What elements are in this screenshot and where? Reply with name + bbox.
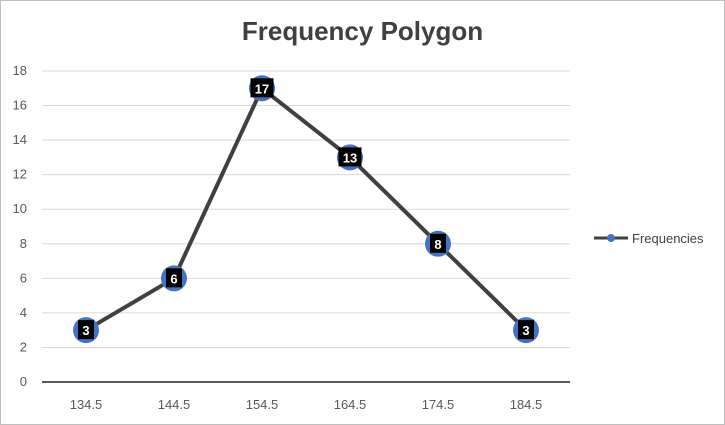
- data-label-box: [78, 320, 94, 340]
- data-label: 17: [255, 81, 269, 96]
- y-tick-label: 0: [20, 374, 27, 389]
- y-tick-label: 14: [13, 132, 27, 147]
- y-tick-label: 18: [13, 63, 27, 78]
- chart-title: Frequency Polygon: [241, 16, 484, 46]
- data-label-box: [518, 320, 534, 340]
- data-label: 6: [170, 271, 177, 286]
- x-tick-label: 164.5: [334, 397, 367, 412]
- data-label: 8: [434, 237, 441, 252]
- data-label: 13: [343, 150, 357, 165]
- data-label-box: [250, 78, 274, 98]
- x-tick-label: 144.5: [158, 397, 191, 412]
- y-tick-label: 10: [13, 201, 27, 216]
- legend-label: Frequencies: [632, 231, 704, 246]
- data-label: 3: [82, 323, 89, 338]
- x-tick-label: 184.5: [510, 397, 543, 412]
- data-label-box: [166, 268, 182, 288]
- data-label-box: [430, 233, 446, 253]
- y-tick-label: 16: [13, 98, 27, 113]
- data-label-box: [338, 147, 362, 167]
- data-label: 3: [522, 323, 529, 338]
- x-tick-label: 154.5: [246, 397, 279, 412]
- y-tick-label: 2: [20, 339, 27, 354]
- legend-marker: [607, 234, 615, 242]
- y-tick-label: 12: [13, 167, 27, 182]
- y-tick-label: 4: [20, 305, 27, 320]
- y-tick-label: 6: [20, 270, 27, 285]
- x-tick-label: 174.5: [422, 397, 455, 412]
- y-tick-label: 8: [20, 236, 27, 251]
- series-line: [84, 86, 528, 332]
- x-tick-label: 134.5: [70, 397, 103, 412]
